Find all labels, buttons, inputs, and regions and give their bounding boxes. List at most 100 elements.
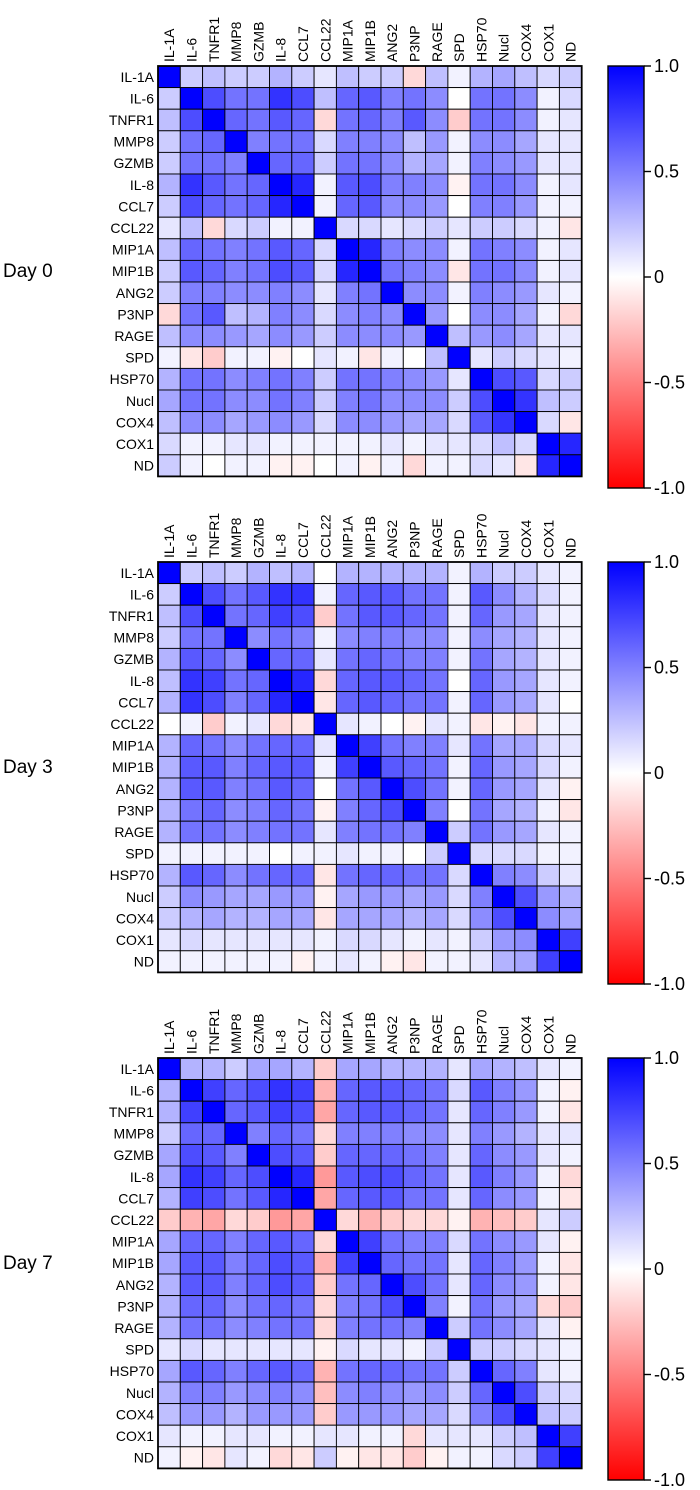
heatmap-cell (335, 799, 360, 822)
heatmap-cell (558, 281, 583, 305)
heatmap-cell (313, 820, 337, 844)
heatmap-cell (425, 1381, 449, 1405)
heatmap-cell (224, 411, 248, 434)
heatmap-cell (514, 1143, 538, 1167)
column-label: GZMB (250, 22, 266, 62)
heatmap-cell (514, 432, 538, 456)
heatmap-cell (402, 195, 427, 218)
heatmap-cell (447, 1424, 471, 1448)
heatmap-cell (335, 303, 360, 326)
panel-label: Day 3 (3, 757, 53, 778)
heatmap-cell (380, 216, 404, 240)
heatmap-cell (402, 87, 427, 110)
heatmap-cell (447, 1251, 471, 1275)
heatmap-cell (492, 411, 516, 434)
heatmap-cell (514, 108, 538, 132)
heatmap-cell (380, 626, 404, 649)
column-label: Nucl (496, 34, 512, 62)
heatmap-cell (425, 842, 449, 865)
heatmap-cell (425, 1338, 449, 1361)
heatmap-cell (447, 130, 471, 153)
heatmap-cell (469, 907, 493, 930)
row-label: MIP1B (112, 759, 154, 775)
heatmap-cell (157, 1230, 181, 1253)
heatmap-cell (492, 561, 516, 585)
heatmap-cell (179, 583, 204, 606)
heatmap-cell (514, 324, 538, 348)
heatmap-cell (558, 87, 583, 110)
heatmap-cell (224, 647, 248, 671)
colorbar-tick-label: -0.5 (654, 1365, 685, 1385)
heatmap-cell (179, 734, 204, 757)
heatmap-cell (269, 367, 293, 391)
heatmap-cell (224, 1316, 248, 1340)
column-label: CCL22 (317, 514, 333, 558)
column-label: HSP70 (473, 513, 489, 558)
heatmap-cell (492, 87, 516, 110)
heatmap-cell (157, 238, 181, 261)
colorbar-tick-label: -1.0 (654, 1470, 685, 1490)
heatmap-cell (313, 1100, 337, 1124)
heatmap-cell (536, 108, 560, 132)
heatmap-cell (269, 173, 293, 197)
heatmap-cell (313, 1187, 337, 1210)
heatmap-cell (224, 1057, 248, 1081)
column-label: ANG2 (384, 520, 400, 558)
heatmap-cell (425, 583, 449, 606)
heatmap-cell (202, 950, 226, 973)
heatmap-cell (313, 1381, 337, 1405)
heatmap-cell (269, 1403, 293, 1426)
heatmap-cell (402, 755, 427, 779)
heatmap-cell (313, 604, 337, 628)
heatmap-cell (358, 561, 382, 585)
heatmap-cell (179, 173, 204, 197)
heatmap-cell (179, 604, 204, 628)
heatmap-cell (425, 324, 449, 348)
heatmap-cell (447, 432, 471, 456)
heatmap-cell (291, 1187, 315, 1210)
heatmap-cell (447, 561, 471, 585)
heatmap-cell (358, 346, 382, 369)
heatmap-cell (291, 950, 315, 973)
heatmap-cell (402, 411, 427, 434)
heatmap-cell (469, 842, 493, 865)
heatmap-cell (179, 87, 204, 110)
heatmap-cell (291, 561, 315, 585)
heatmap-cell (269, 195, 293, 218)
row-label: ANG2 (116, 285, 154, 301)
heatmap-cell (402, 173, 427, 197)
row-label: Nucl (126, 1385, 154, 1401)
heatmap-frame (157, 561, 583, 974)
heatmap-cell (425, 389, 449, 413)
column-label: MIP1A (340, 515, 356, 558)
heatmap-cell (558, 1208, 583, 1232)
heatmap-cell (536, 1338, 560, 1361)
heatmap-panel-1: IL-1A IL-6 TNFR1 MMP8 GZMB IL-8 CCL7 CCL22 MIP1A… (3, 17, 685, 498)
heatmap-cell (380, 777, 404, 801)
heatmap-cell (425, 130, 449, 153)
heatmap-cell (425, 1230, 449, 1253)
heatmap-cell (380, 87, 404, 110)
heatmap-cell (447, 907, 471, 930)
heatmap-cell (425, 216, 449, 240)
heatmap-cell (447, 411, 471, 434)
row-label: RAGE (114, 824, 154, 840)
heatmap-cell (202, 1403, 226, 1426)
heatmap-cell (179, 303, 204, 326)
heatmap-cell (224, 1187, 248, 1210)
heatmap-cell (469, 755, 493, 779)
heatmap-cell (269, 65, 293, 89)
heatmap-cell (313, 1403, 337, 1426)
heatmap-cell (469, 432, 493, 456)
heatmap-cell (469, 626, 493, 649)
heatmap-cell (291, 259, 315, 283)
heatmap-cell (536, 281, 560, 305)
column-label: COX1 (540, 520, 556, 558)
heatmap-cell (402, 389, 427, 413)
heatmap-cell (335, 604, 360, 628)
colorbar-tick-label: 0 (654, 1259, 664, 1279)
heatmap-cell (380, 669, 404, 693)
row-label: TNFR1 (109, 1104, 154, 1120)
heatmap-cell (425, 65, 449, 89)
heatmap-cell (425, 1143, 449, 1167)
